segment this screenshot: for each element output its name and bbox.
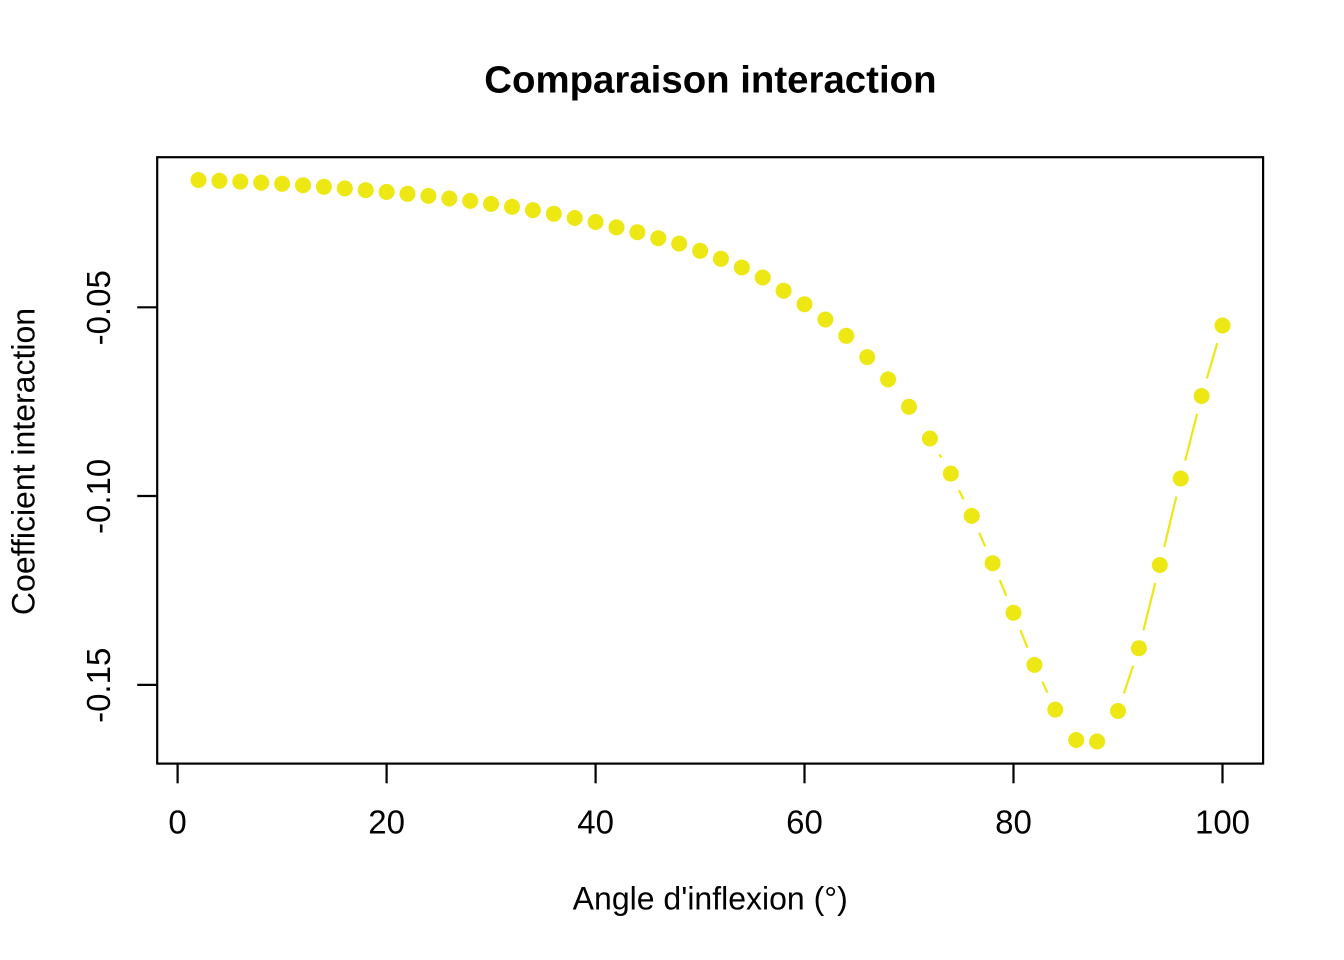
svg-text:40: 40 [577, 803, 614, 840]
svg-text:Coefficient interaction: Coefficient interaction [6, 308, 42, 615]
svg-text:Comparaison interaction: Comparaison interaction [484, 59, 936, 102]
svg-text:-0.15: -0.15 [80, 648, 117, 723]
svg-text:0: 0 [168, 803, 186, 840]
svg-text:20: 20 [368, 803, 405, 840]
svg-text:80: 80 [995, 803, 1032, 840]
svg-text:60: 60 [786, 803, 823, 840]
svg-text:100: 100 [1195, 803, 1250, 840]
svg-text:-0.05: -0.05 [80, 270, 117, 345]
svg-text:Angle d'inflexion (°): Angle d'inflexion (°) [573, 880, 848, 916]
svg-text:-0.10: -0.10 [80, 459, 117, 534]
